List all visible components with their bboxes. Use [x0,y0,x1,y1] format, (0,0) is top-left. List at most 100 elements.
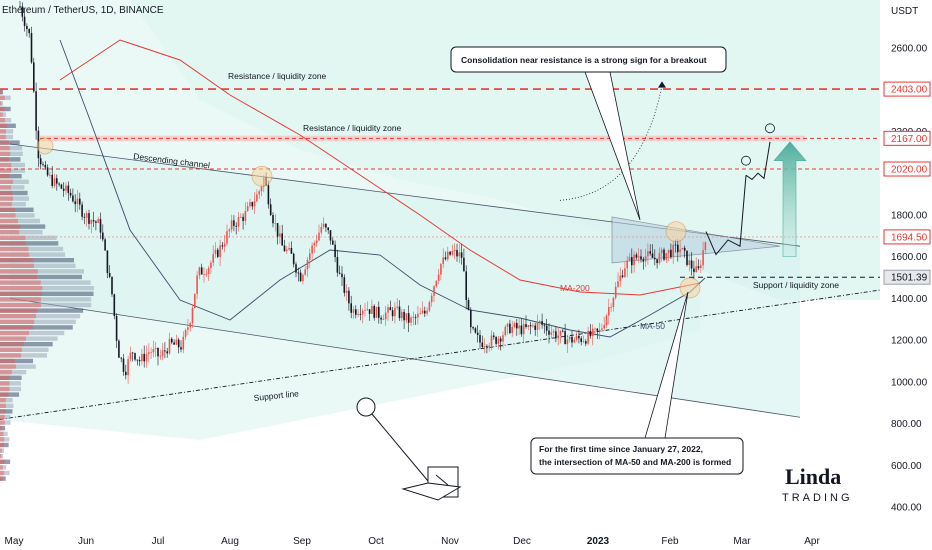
volume-bar-up [0,448,2,452]
candle-body [479,335,481,343]
candle-body [192,308,194,323]
candle-body [254,201,256,206]
candle-body [640,256,642,259]
candle-body [166,351,168,353]
candle-body [226,231,228,243]
candle-body [49,175,51,176]
highlight-circle [680,278,700,298]
candle-body [525,324,527,327]
candle-body [410,317,412,322]
candle-body [341,274,343,277]
candle-body [337,257,339,273]
volume-bar-up [0,258,33,262]
candle-body [185,330,187,337]
candle-body [624,268,626,277]
x-tick-label: Apr [804,536,820,547]
candle-body [456,250,458,256]
price-label-text: 2403.00 [891,85,928,96]
candle-body [309,253,311,259]
x-tick-label: Feb [661,536,679,547]
volume-bar-up [0,219,18,223]
candle-body [592,329,594,336]
candle-body [465,271,467,300]
candle-body [120,358,122,359]
candle-body [139,360,141,361]
candle-body [702,250,704,265]
candle-body [275,223,277,224]
candle-body [631,257,633,265]
candle-body [419,313,421,314]
candle-body [553,331,555,332]
candle-body [77,199,79,205]
candle-body [33,62,35,91]
candle-body [684,248,686,251]
candle-body [445,257,447,259]
candle-body [502,335,504,341]
candle-body [387,307,389,312]
volume-bar-up [0,314,36,318]
candle-body [24,17,26,26]
x-tick-label: Aug [221,536,239,547]
candle-body [620,275,622,281]
candle-body [367,309,369,310]
resistance-mid-label: Resistance / liquidity zone [303,123,402,133]
candle-body [56,178,58,183]
volume-bar-up [0,157,9,161]
candle-body [532,325,534,326]
candle-body [132,353,134,354]
candle-body [51,175,53,186]
volume-bar-up [0,460,5,464]
price-label-text: 2167.00 [891,134,928,145]
candle-body [279,233,281,236]
y-tick-label: 800.00 [891,419,922,430]
candle-body [597,329,599,331]
candle-body [42,164,44,165]
candle-body [176,340,178,345]
candle-body [482,343,484,347]
candle-body [530,325,532,326]
candle-body [564,331,566,344]
volume-bar-up [0,381,9,385]
candle-body [217,250,219,257]
candle-body [567,339,569,344]
y-tick-label: 1200.00 [891,336,928,347]
candle-body [35,91,37,130]
callout-bottom-line1: For the first time since January 27, 202… [539,444,703,454]
x-tick-label: Jun [78,536,94,547]
candle-body [169,339,171,354]
candle-body [373,306,375,318]
price-label-text: 1501.39 [891,273,928,284]
volume-bar-up [0,208,15,212]
candle-body [355,309,357,315]
candle-body [408,313,410,323]
candle-body [183,337,185,350]
candle-body [235,226,237,227]
candle-body [206,274,208,275]
candle-body [242,217,244,221]
candle-body [245,211,247,221]
candle-body [81,205,83,217]
volume-bar-up [0,308,37,312]
candle-body [429,302,431,311]
volume-bar-up [0,409,6,413]
candle-body [249,202,251,206]
candle-body [475,328,477,332]
candle-body [484,346,486,347]
volume-bar-up [0,297,41,301]
candle-body [677,245,679,252]
candle-body [629,257,631,260]
candle-body [240,217,242,218]
candle-body [201,267,203,274]
candle-body [364,310,366,311]
candle-body [498,339,500,344]
volume-bar-up [0,443,4,447]
candle-body [491,336,493,346]
candle-body [383,319,385,320]
candle-body [470,310,472,327]
candle-body [210,263,212,268]
candle-body [357,314,359,315]
candle-body [300,273,302,281]
volume-bar-up [0,359,15,363]
candle-body [150,352,152,353]
